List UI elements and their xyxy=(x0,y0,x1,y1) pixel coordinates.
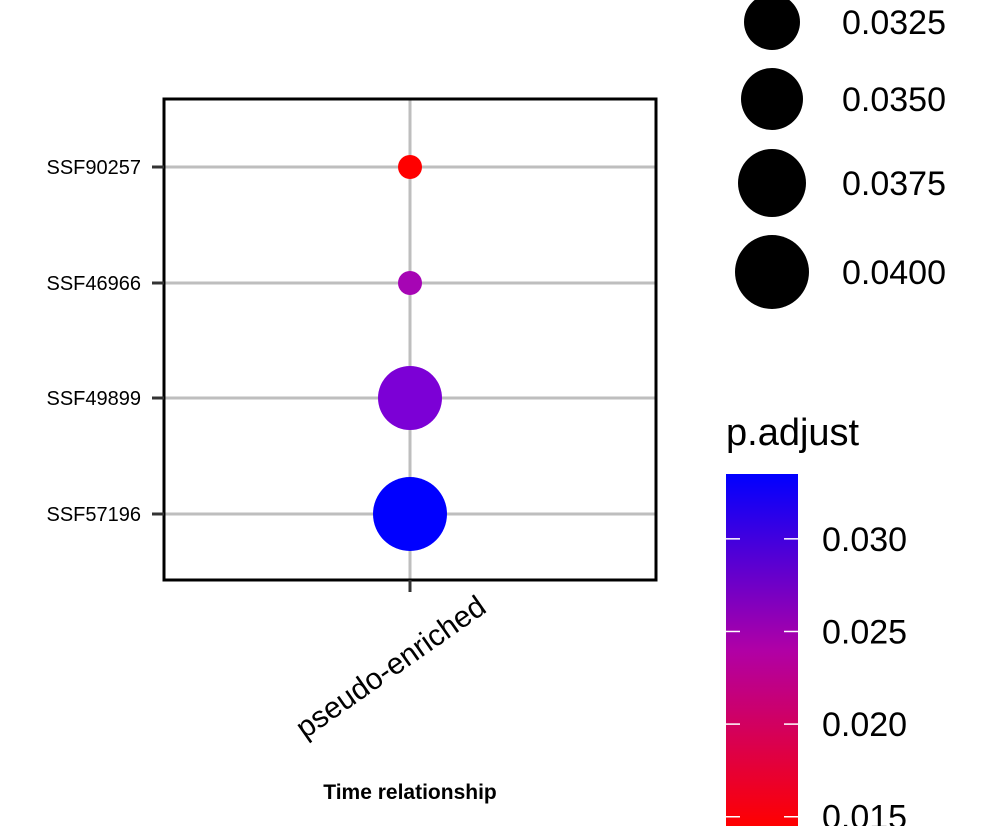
colorbar xyxy=(726,474,798,826)
size-legend: 0.0325 0.0350 0.0375 0.0400 xyxy=(735,0,946,309)
size-legend-key xyxy=(744,0,800,50)
data-point xyxy=(378,366,442,430)
data-point xyxy=(373,477,447,551)
size-legend-key xyxy=(738,149,806,217)
plot-panel xyxy=(162,97,658,582)
size-legend-label: 0.0375 xyxy=(842,165,946,203)
y-tick-label: SSF90257 xyxy=(46,157,141,179)
data-points xyxy=(373,155,447,551)
size-legend-label: 0.0400 xyxy=(842,254,946,292)
data-point xyxy=(398,155,422,179)
color-legend: p.adjust 0.015 0.020 0.025 0.030 xyxy=(726,412,907,831)
data-point xyxy=(398,271,422,295)
y-tick-label: SSF46966 xyxy=(46,273,141,295)
x-tick-label: pseudo-enriched xyxy=(290,590,492,745)
x-axis: pseudo-enriched xyxy=(290,580,492,745)
y-tick-label: SSF49899 xyxy=(46,388,141,410)
size-legend-key xyxy=(741,68,803,130)
size-legend-label: 0.0325 xyxy=(842,4,946,42)
size-legend-key xyxy=(735,235,809,309)
colorbar-tick-label: 0.025 xyxy=(822,613,907,651)
colorbar-ticks: 0.015 0.020 0.025 0.030 xyxy=(726,521,907,831)
colorbar-tick-label: 0.030 xyxy=(822,521,907,559)
x-axis-title: Time relationship xyxy=(323,781,497,804)
y-axis: SSF90257 SSF46966 SSF49899 SSF57196 xyxy=(46,157,164,526)
size-legend-label: 0.0350 xyxy=(842,81,946,119)
colorbar-tick-label: 0.015 xyxy=(822,799,907,826)
colorbar-tick-label: 0.020 xyxy=(822,706,907,744)
color-legend-title: p.adjust xyxy=(726,412,860,454)
y-tick-label: SSF57196 xyxy=(46,504,141,526)
